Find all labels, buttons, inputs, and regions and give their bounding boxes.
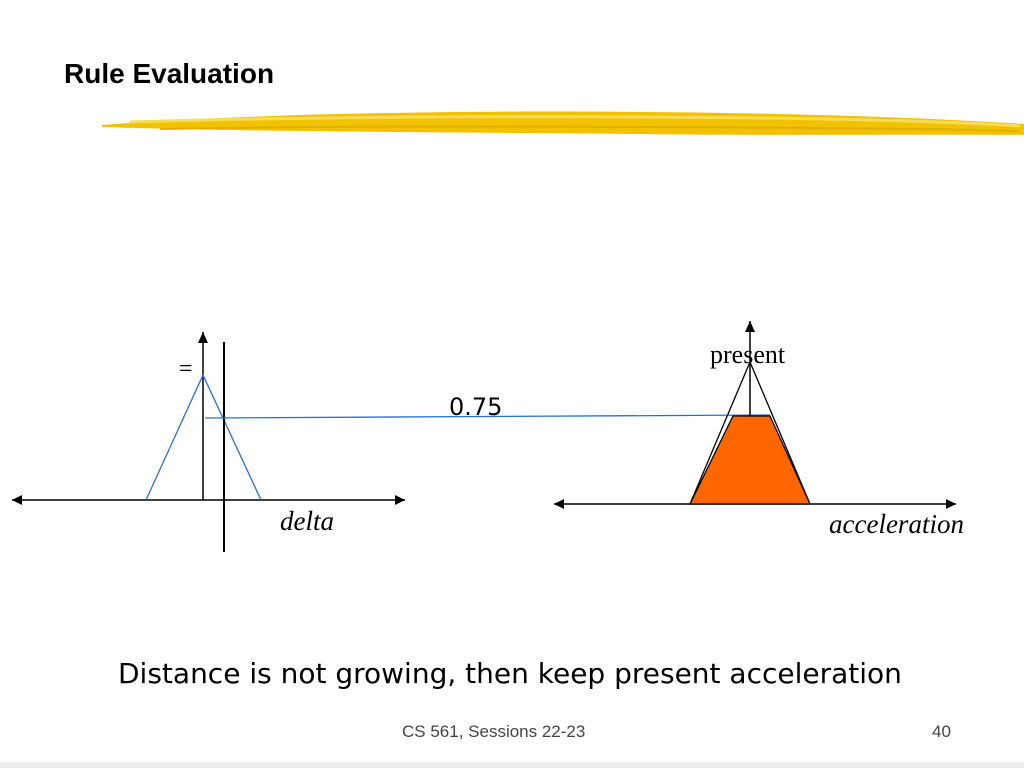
acceleration-y-axis-arrow [745,321,755,332]
slide-caption: Distance is not growing, then keep prese… [118,657,902,690]
delta-membership-triangle [145,373,262,501]
slide-title: Rule Evaluation [64,58,275,89]
title-underline [102,111,1024,135]
delta-plot: = delta [12,332,405,552]
delta-x-axis-left-arrow [12,495,22,505]
clipped-output-area [688,415,812,505]
acceleration-set-label: present [710,340,786,369]
footer-course: CS 561, Sessions 22-23 [402,722,586,741]
delta-axis-label: delta [280,506,334,536]
delta-x-axis-right-arrow [395,495,405,505]
firing-strength-line [204,414,771,419]
footer-bar [0,762,1024,768]
firing-strength-value: 0.75 [449,393,502,421]
delta-set-label: = [179,356,193,382]
delta-y-axis-arrow [198,332,208,343]
acceleration-x-axis-right-arrow [946,499,956,509]
page-number: 40 [932,722,951,741]
acceleration-axis-label: acceleration [829,509,964,539]
acceleration-x-axis-left-arrow [554,499,564,509]
acceleration-plot: present acceleration [554,321,964,539]
acceleration-membership-triangle [689,360,811,505]
